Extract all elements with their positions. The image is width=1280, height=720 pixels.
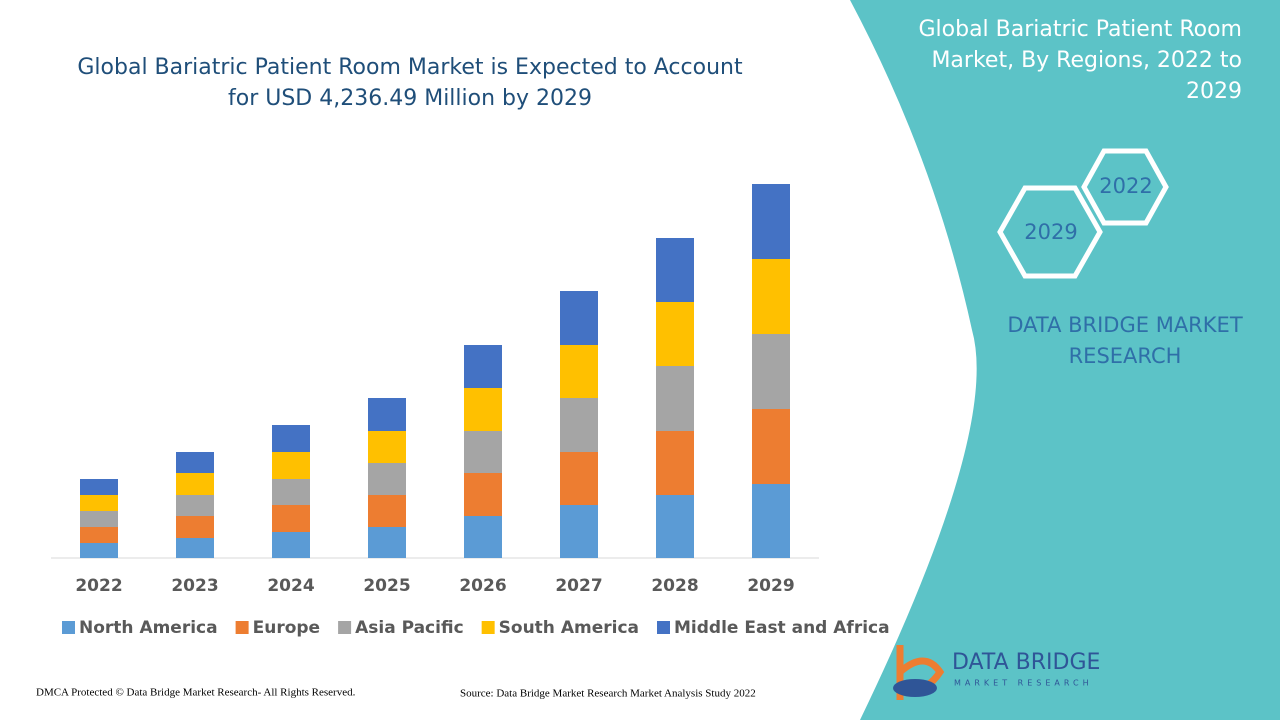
hexagon-label: 2029 <box>1024 220 1077 244</box>
bar-segment <box>656 302 694 366</box>
bar-segment <box>176 452 214 473</box>
bar-segment <box>464 473 502 516</box>
x-tick-label: 2027 <box>555 576 602 596</box>
bar-segment <box>368 398 406 431</box>
bar-segment <box>464 431 502 473</box>
bar-segment <box>752 484 790 558</box>
x-tick-label: 2022 <box>75 576 122 596</box>
legend-label: Europe <box>253 618 320 638</box>
legend-swatch <box>338 621 352 634</box>
legend-swatch <box>657 621 670 634</box>
bar-segment <box>368 463 406 495</box>
legend-swatch <box>481 621 495 634</box>
bar-segment <box>272 479 310 505</box>
bar-segment <box>368 431 406 463</box>
logo-mark <box>893 679 937 697</box>
bar-segment <box>176 495 214 516</box>
chart-title: Global Bariatric Patient Room Market is … <box>77 55 743 111</box>
bar-segment <box>752 259 790 334</box>
hexagon <box>1081 148 1169 226</box>
bar-segment <box>80 495 118 511</box>
bar-segment <box>80 511 118 527</box>
bar-segment <box>464 516 502 558</box>
side-title: Global Bariatric Patient Room Market, By… <box>918 17 1242 104</box>
bar-segment <box>560 505 598 558</box>
legend-label: South America <box>499 618 639 638</box>
bar-segment <box>176 516 214 538</box>
bar-segment <box>272 505 310 532</box>
legend-label: Middle East and Africa <box>674 618 890 638</box>
x-tick-label: 2029 <box>747 576 794 596</box>
bar-segment <box>656 366 694 431</box>
x-tick-label: 2024 <box>267 576 314 596</box>
x-tick-label: 2026 <box>459 576 506 596</box>
legend-swatch <box>235 621 249 634</box>
hexagon <box>997 185 1103 279</box>
bar-segment <box>560 345 598 398</box>
bar-segment <box>272 452 310 479</box>
copyright: DMCA Protected © Data Bridge Market Rese… <box>36 687 356 699</box>
bar-segment <box>656 431 694 495</box>
hexagon-label: 2022 <box>1099 174 1152 198</box>
bar-segment <box>272 425 310 452</box>
bar-segment <box>176 538 214 558</box>
x-tick-label: 2028 <box>651 576 698 596</box>
bar-segment <box>176 473 214 495</box>
bar-segment <box>80 543 118 558</box>
bar-segment <box>80 527 118 543</box>
legend-swatch <box>62 621 75 634</box>
bar-segment <box>656 238 694 302</box>
side-panel-bg <box>850 0 1280 720</box>
x-tick-label: 2023 <box>171 576 218 596</box>
bar-segment <box>560 398 598 452</box>
bar-segment <box>560 452 598 505</box>
logo-tagline: MARKET RESEARCH <box>954 679 1093 688</box>
bar-segment <box>560 291 598 345</box>
brand: DATA BRIDGE MARKET RESEARCH <box>1007 313 1243 368</box>
legend-label: Asia Pacific <box>355 618 464 638</box>
bar-segment <box>752 184 790 259</box>
bar-segment <box>368 527 406 558</box>
legend-label: North America <box>79 618 218 638</box>
bar-segment <box>80 479 118 495</box>
bar-segment <box>272 532 310 558</box>
x-tick-label: 2025 <box>363 576 410 596</box>
bar-segment <box>464 345 502 388</box>
bar-segment <box>464 388 502 431</box>
bar-segment <box>752 334 790 409</box>
bar-segment <box>656 495 694 558</box>
logo-name: DATA BRIDGE <box>952 650 1100 675</box>
source: Source: Data Bridge Market Research Mark… <box>460 688 756 700</box>
bar-segment <box>368 495 406 527</box>
bar-segment <box>752 409 790 484</box>
